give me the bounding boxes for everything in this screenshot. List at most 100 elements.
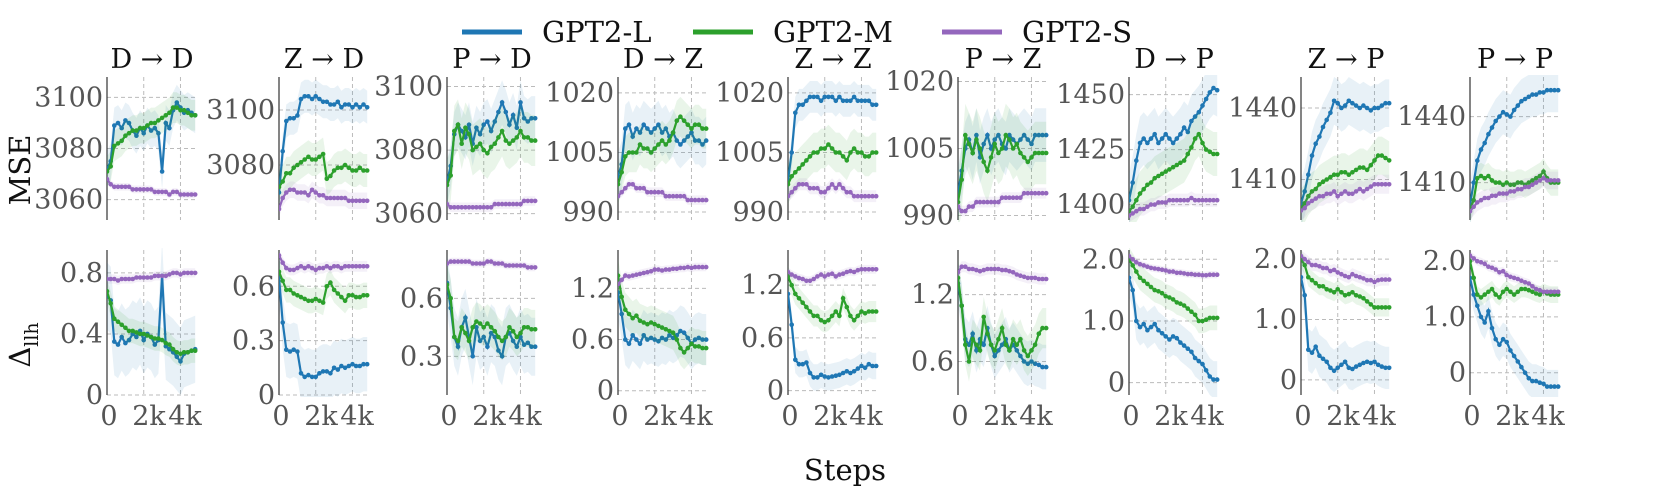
data-point-gpt2-s	[1335, 270, 1340, 275]
data-point-gpt2-l	[1214, 377, 1220, 382]
data-point-gpt2-l	[1342, 103, 1348, 108]
data-point-gpt2-m	[1526, 287, 1532, 293]
series-group	[788, 81, 879, 205]
data-point-gpt2-l	[1339, 362, 1344, 368]
llh-subplot: 0 1.0 2.0 0 2k 4k	[1423, 246, 1565, 432]
data-point-gpt2-s	[1537, 287, 1543, 293]
data-point-gpt2-s	[1519, 278, 1524, 284]
data-point-gpt2-m	[656, 323, 661, 329]
data-point-gpt2-s	[1141, 263, 1146, 268]
data-point-gpt2-s	[148, 275, 154, 280]
data-point-gpt2-s	[342, 264, 348, 269]
data-point-gpt2-l	[866, 361, 872, 367]
data-point-gpt2-m	[1130, 263, 1135, 268]
data-point-gpt2-l	[1364, 105, 1370, 111]
data-point-gpt2-m	[510, 138, 516, 143]
data-point-gpt2-m	[1478, 173, 1484, 179]
data-point-gpt2-l	[637, 341, 643, 347]
data-point-gpt2-l	[1134, 318, 1139, 324]
data-point-gpt2-l	[692, 337, 698, 342]
data-point-gpt2-s	[963, 208, 968, 214]
data-point-gpt2-m	[1324, 177, 1329, 182]
data-point-gpt2-s	[1508, 189, 1513, 194]
data-point-gpt2-m	[1010, 336, 1016, 342]
data-point-gpt2-l	[1181, 343, 1187, 348]
data-point-gpt2-s	[1029, 275, 1034, 281]
data-point-gpt2-m	[463, 330, 468, 336]
data-point-gpt2-m	[663, 327, 669, 332]
data-point-gpt2-m	[361, 168, 366, 173]
series-group	[788, 264, 879, 391]
data-point-gpt2-l	[1207, 374, 1213, 379]
data-point-gpt2-l	[123, 340, 128, 346]
data-point-gpt2-l	[1159, 331, 1165, 336]
x-tick-label: 0	[1294, 401, 1311, 432]
data-point-gpt2-s	[1130, 211, 1135, 216]
data-point-gpt2-s	[141, 187, 146, 192]
data-point-gpt2-s	[1368, 277, 1374, 283]
data-point-gpt2-l	[1203, 368, 1209, 373]
data-point-gpt2-l	[1364, 359, 1370, 365]
data-point-gpt2-m	[167, 342, 172, 347]
data-point-gpt2-m	[342, 162, 348, 168]
data-point-gpt2-s	[833, 274, 839, 279]
data-point-gpt2-m	[1317, 284, 1322, 289]
panel-9: P → P 1410 1440 0 1.0 2.0 0 2k 4k	[1397, 44, 1565, 432]
data-point-gpt2-l	[862, 98, 868, 104]
data-point-gpt2-l	[1301, 274, 1304, 280]
data-point-gpt2-s	[353, 198, 359, 204]
data-point-gpt2-l	[1141, 136, 1146, 141]
data-point-gpt2-l	[1342, 359, 1348, 365]
data-point-gpt2-l	[529, 116, 534, 121]
data-point-gpt2-s	[796, 182, 802, 187]
data-point-gpt2-l	[346, 102, 352, 107]
x-tick-label: 2k	[1154, 401, 1188, 432]
data-point-gpt2-m	[1025, 159, 1031, 165]
series-group	[447, 80, 538, 213]
data-point-gpt2-l	[992, 137, 997, 142]
data-point-gpt2-s	[637, 185, 643, 191]
data-point-gpt2-s	[126, 276, 132, 282]
data-point-gpt2-l	[681, 138, 687, 143]
data-point-gpt2-s	[966, 266, 972, 272]
data-point-gpt2-m	[510, 328, 516, 334]
data-point-gpt2-m	[1500, 182, 1506, 188]
data-point-gpt2-m	[507, 325, 512, 330]
data-point-gpt2-l	[1328, 365, 1333, 371]
data-point-gpt2-m	[137, 125, 143, 131]
data-point-gpt2-s	[1043, 190, 1049, 196]
data-point-gpt2-m	[793, 170, 798, 175]
data-point-gpt2-m	[851, 146, 857, 151]
data-point-gpt2-l	[966, 342, 972, 348]
data-point-gpt2-s	[1364, 186, 1370, 192]
data-point-gpt2-l	[1511, 107, 1517, 113]
data-point-gpt2-m	[822, 146, 827, 151]
legend-label-gpt2-m: GPT2-M	[773, 15, 893, 49]
data-point-gpt2-s	[152, 273, 158, 279]
data-point-gpt2-m	[815, 150, 820, 155]
data-point-gpt2-l	[1163, 334, 1168, 339]
data-point-gpt2-s	[670, 266, 676, 272]
data-point-gpt2-l	[1200, 361, 1205, 367]
data-point-gpt2-m	[152, 336, 158, 341]
data-point-gpt2-s	[1309, 262, 1315, 268]
data-point-gpt2-m	[119, 138, 124, 144]
data-point-gpt2-m	[130, 128, 135, 133]
data-point-gpt2-s	[848, 189, 853, 195]
llh-subplot: 0.6 1.2 0 2k 4k	[911, 250, 1053, 432]
data-point-gpt2-s	[1025, 275, 1031, 281]
data-point-gpt2-l	[279, 190, 282, 195]
data-point-gpt2-s	[1548, 289, 1554, 295]
data-point-gpt2-s	[126, 184, 132, 190]
data-point-gpt2-s	[313, 190, 319, 195]
data-point-gpt2-l	[477, 338, 483, 344]
data-point-gpt2-s	[324, 264, 330, 269]
data-point-gpt2-m	[1211, 151, 1216, 157]
data-point-gpt2-m	[1196, 318, 1202, 324]
data-point-gpt2-s	[474, 261, 479, 266]
data-point-gpt2-s	[130, 187, 135, 192]
data-point-gpt2-m	[477, 141, 483, 146]
data-point-gpt2-s	[1552, 289, 1557, 295]
panel-title: D → Z	[623, 44, 703, 75]
data-point-gpt2-s	[477, 261, 483, 266]
